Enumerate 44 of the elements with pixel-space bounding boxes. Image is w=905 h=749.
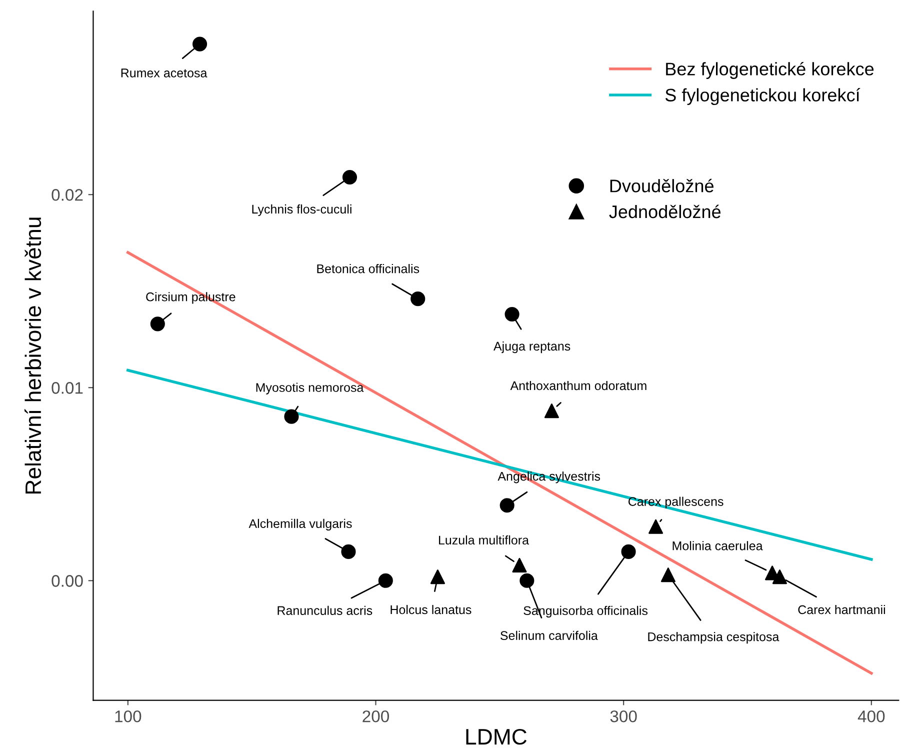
point <box>410 292 426 306</box>
y-tick-label: 0.00 <box>52 575 83 587</box>
point <box>544 404 559 418</box>
point <box>341 544 356 559</box>
x-tick-label: 300 <box>610 710 637 722</box>
point <box>192 36 208 52</box>
annotation: Holcus lanatus <box>390 604 472 614</box>
annotation: Betonica officinalis <box>317 264 420 274</box>
annotation: Deschampsia cespitosa <box>648 632 780 644</box>
annotation: Anthoxanthum odoratum <box>510 380 646 390</box>
x-tick-label: 100 <box>115 710 142 722</box>
x-tick-label: 400 <box>858 710 885 722</box>
annotation: Lychnis flos-cuculi <box>252 204 352 216</box>
point <box>504 306 520 322</box>
annotation: Selinum carvifolia <box>500 630 598 640</box>
point <box>378 573 393 588</box>
legend-label: Jednoděložné <box>609 204 721 218</box>
x-axis-title: LDMC <box>466 728 527 745</box>
legend-label: S fylogenetickou korekcí <box>665 88 860 106</box>
annotation: Rumex acetosa <box>121 68 208 78</box>
y-tick-label: 0.02 <box>52 189 83 201</box>
legend-label: Bez fylogenetické korekce <box>666 62 874 79</box>
x-tick-label: 200 <box>362 710 389 722</box>
annotation: Molinia caerulea <box>672 541 763 550</box>
y-axis-title: Relativní herbivorie v květnu <box>24 218 42 494</box>
annotation: Ajuga reptans <box>494 341 570 354</box>
annotation: Myosotis nemorosa <box>256 382 364 394</box>
point <box>150 316 165 332</box>
point <box>284 409 299 424</box>
point <box>342 170 358 185</box>
y-tick-label: 0.01 <box>52 382 83 394</box>
point <box>512 558 527 572</box>
annotation: Luzula multiflora <box>439 535 529 545</box>
point <box>648 519 664 534</box>
point <box>621 544 636 559</box>
point <box>430 570 445 584</box>
point <box>500 498 514 513</box>
point <box>520 573 534 588</box>
point <box>660 568 676 582</box>
annotation: Ranunculus acris <box>278 606 372 615</box>
annotation: Alchemilla vulgaris <box>248 518 352 531</box>
legend-label: Dvouděložné <box>610 178 714 192</box>
annotation: Carex hartmanii <box>798 604 885 614</box>
point <box>772 570 787 584</box>
